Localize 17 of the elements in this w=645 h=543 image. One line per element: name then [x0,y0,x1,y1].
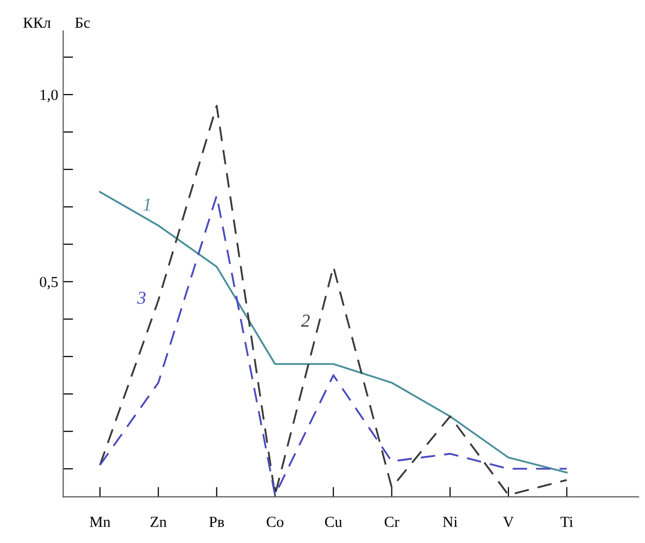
y-tick-label: 1,0 [40,90,58,102]
series-label: 2 [301,314,310,327]
text: Бс [75,18,90,28]
x-tick-label: Ti [560,516,574,527]
line-series [99,104,568,496]
series-label: 1 [143,198,150,210]
x-tick-label: Cr [384,516,400,528]
x-tick-label: Ni [442,516,458,527]
y-axis-title: ККл [23,18,51,28]
x-tick-label: Co [266,516,284,528]
y-tick-label: 0,5 [40,276,58,290]
series-label: 3 [137,292,146,304]
x-tick-label: Zn [150,516,167,527]
x-tick-label: V [503,516,514,528]
x-tick-label: Pв [209,516,224,527]
x-tick-label: Cu [325,516,342,528]
x-tick-label: Mn [90,516,110,527]
